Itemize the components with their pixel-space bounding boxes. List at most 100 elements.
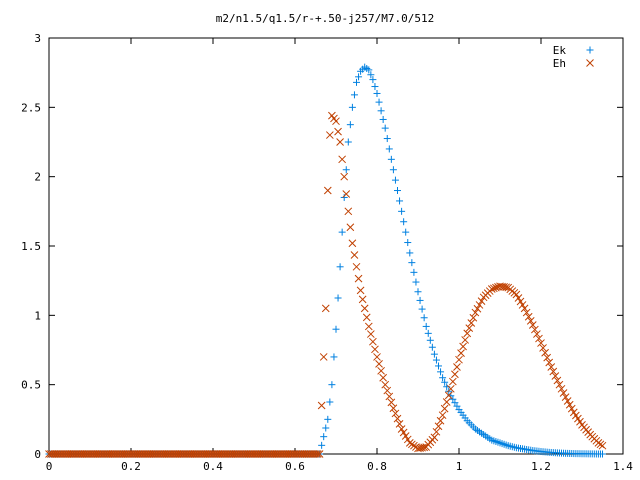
data-point bbox=[437, 368, 445, 376]
data-point bbox=[455, 355, 463, 364]
data-point bbox=[366, 330, 375, 338]
data-point bbox=[332, 325, 340, 333]
data-point bbox=[58, 450, 66, 458]
data-point bbox=[356, 286, 365, 295]
data-point bbox=[127, 450, 135, 458]
data-point bbox=[60, 450, 68, 458]
series-eh bbox=[45, 111, 607, 458]
data-point bbox=[112, 450, 120, 458]
data-point bbox=[291, 450, 299, 458]
data-point bbox=[173, 450, 182, 458]
data-point bbox=[342, 190, 351, 198]
data-point bbox=[420, 314, 428, 322]
data-point bbox=[467, 319, 476, 327]
data-point bbox=[453, 363, 461, 371]
data-point bbox=[136, 450, 145, 458]
data-point bbox=[145, 450, 154, 458]
data-point bbox=[211, 450, 219, 458]
data-point bbox=[403, 435, 412, 444]
data-point bbox=[203, 450, 212, 458]
data-point bbox=[397, 425, 406, 433]
data-point bbox=[471, 308, 480, 317]
data-point bbox=[322, 424, 330, 432]
data-point bbox=[170, 450, 178, 458]
data-point bbox=[549, 367, 558, 376]
y-tick-label: 2 bbox=[34, 171, 41, 184]
data-point bbox=[346, 121, 354, 129]
data-point bbox=[216, 450, 225, 458]
data-point bbox=[436, 416, 445, 425]
data-point bbox=[86, 450, 94, 458]
data-point bbox=[396, 197, 404, 205]
data-point bbox=[143, 450, 152, 458]
data-point bbox=[212, 450, 221, 458]
data-point bbox=[132, 450, 141, 458]
data-point bbox=[293, 450, 301, 458]
data-point bbox=[336, 138, 344, 146]
data-point bbox=[199, 450, 208, 458]
data-point bbox=[106, 450, 115, 458]
data-point bbox=[227, 450, 236, 458]
data-point bbox=[250, 450, 258, 458]
data-point bbox=[334, 294, 342, 302]
series-layer bbox=[45, 63, 607, 458]
data-point bbox=[298, 450, 307, 458]
data-point bbox=[220, 450, 229, 458]
data-point bbox=[229, 450, 238, 458]
data-point bbox=[385, 145, 393, 153]
data-point bbox=[375, 360, 383, 368]
data-point bbox=[465, 324, 474, 333]
data-point bbox=[67, 450, 76, 458]
data-point bbox=[389, 404, 398, 413]
data-point bbox=[125, 450, 133, 458]
data-point bbox=[259, 450, 268, 458]
data-point bbox=[430, 350, 438, 358]
data-point bbox=[231, 450, 240, 458]
data-point bbox=[348, 103, 356, 111]
data-point bbox=[110, 450, 119, 458]
data-point bbox=[108, 450, 117, 458]
data-point bbox=[599, 450, 606, 458]
data-point bbox=[432, 427, 441, 436]
data-point bbox=[257, 450, 266, 458]
data-point bbox=[383, 135, 391, 143]
data-point bbox=[205, 450, 214, 458]
data-point bbox=[336, 263, 344, 271]
data-point bbox=[74, 450, 83, 458]
data-point bbox=[325, 131, 334, 139]
data-point bbox=[328, 381, 336, 389]
data-point bbox=[197, 450, 206, 458]
data-point bbox=[244, 450, 253, 458]
data-point bbox=[117, 450, 126, 458]
data-point bbox=[317, 401, 326, 410]
data-point bbox=[138, 450, 147, 458]
data-point bbox=[451, 370, 459, 379]
data-point bbox=[350, 251, 359, 259]
data-point bbox=[149, 450, 158, 458]
data-point bbox=[54, 450, 63, 458]
data-point bbox=[156, 450, 165, 458]
x-tick-label: 0 bbox=[46, 460, 53, 473]
data-point bbox=[214, 450, 223, 458]
data-point bbox=[360, 304, 369, 313]
data-point bbox=[475, 301, 484, 309]
axes: 0 0.2 0.4 0.6 0.8 1 1.2 1.4 0 0.5 1 1.5 2 2.5 3 bbox=[21, 32, 633, 473]
data-point bbox=[294, 450, 303, 458]
data-point bbox=[410, 268, 418, 276]
data-point bbox=[487, 285, 496, 293]
data-point bbox=[101, 450, 109, 458]
data-point bbox=[179, 450, 188, 458]
data-point bbox=[311, 450, 320, 458]
data-point bbox=[401, 432, 410, 440]
data-point bbox=[348, 239, 357, 248]
data-point bbox=[422, 322, 430, 330]
x-tick-label: 0.6 bbox=[285, 460, 305, 473]
data-point bbox=[391, 176, 399, 184]
data-point bbox=[340, 172, 349, 181]
data-point bbox=[469, 313, 478, 322]
data-point bbox=[281, 450, 290, 458]
data-point bbox=[414, 288, 422, 296]
data-point bbox=[477, 297, 486, 305]
data-point bbox=[82, 450, 91, 458]
